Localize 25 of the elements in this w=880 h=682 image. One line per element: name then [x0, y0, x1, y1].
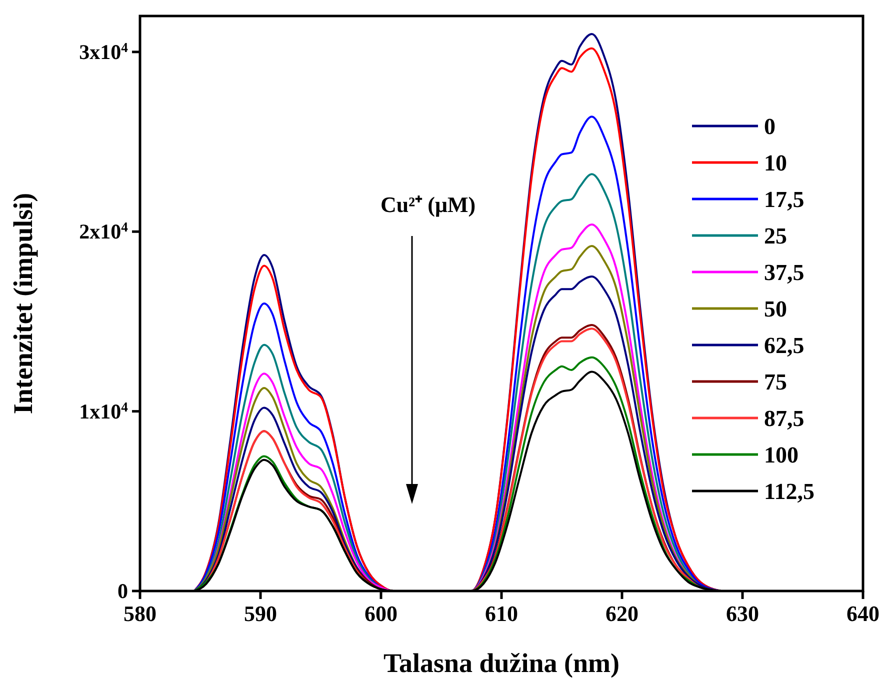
legend-label: 75	[764, 370, 787, 394]
x-tick-label: 620	[606, 601, 638, 626]
y-tick-label: 0	[118, 579, 128, 603]
x-tick-label: 640	[846, 601, 880, 626]
y-tick-label: 2x10$^{4}$	[79, 219, 128, 244]
legend-label: 100	[764, 442, 798, 468]
legend-label: 87,5	[764, 406, 804, 431]
y-tick-label: 1x10$^{4}$	[79, 398, 128, 424]
y-axis-title: Intenzitet (impulsi)	[8, 192, 38, 414]
legend-label: 37,5	[764, 260, 804, 285]
legend-label: 17,5	[764, 187, 804, 212]
legend-label: 62,5	[764, 333, 804, 358]
x-tick-label: 630	[726, 601, 759, 626]
y-tick-label: 3x10$^{4}$	[79, 39, 128, 64]
legend-label: 50	[764, 296, 787, 322]
x-tick-label: 580	[124, 601, 156, 626]
legend-label: 10	[764, 150, 787, 176]
annotation: Cu²⁺ (μM)	[380, 192, 476, 217]
x-tick-label: 600	[364, 601, 398, 626]
x-tick-label: 590	[244, 601, 277, 626]
legend-label: 112,5	[764, 479, 814, 504]
x-axis-title: Talasna dužina (nm)	[383, 648, 620, 678]
legend-label: 0	[764, 114, 776, 139]
legend-label: 25	[764, 224, 787, 248]
x-tick-label: 610	[485, 601, 518, 626]
